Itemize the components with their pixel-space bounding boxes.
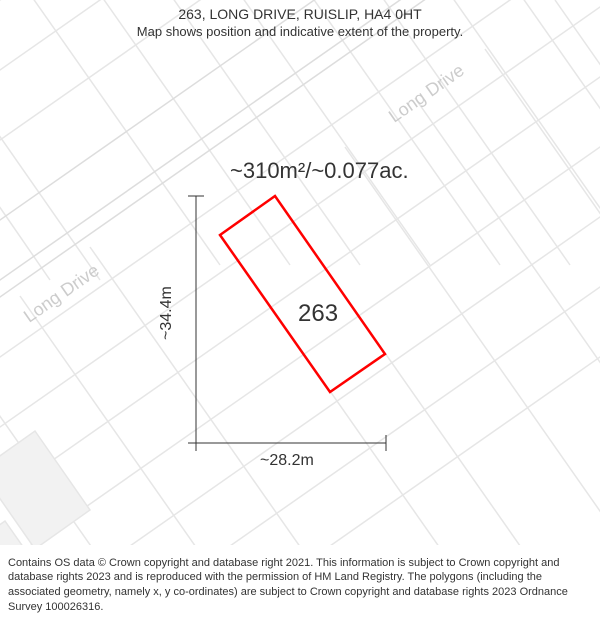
area-label: ~310m²/~0.077ac.: [230, 158, 409, 184]
footer-copyright: Contains OS data © Crown copyright and d…: [0, 550, 600, 625]
dimension-horizontal-label: ~28.2m: [260, 452, 314, 470]
page-subtitle: Map shows position and indicative extent…: [10, 24, 590, 39]
house-number-label: 263: [298, 300, 338, 328]
header: 263, LONG DRIVE, RUISLIP, HA4 0HT Map sh…: [0, 0, 600, 41]
map-container: ~310m²/~0.077ac.263~28.2m~34.4mLong Driv…: [0, 0, 600, 545]
dimension-vertical-label: ~34.4m: [158, 286, 176, 340]
page-title: 263, LONG DRIVE, RUISLIP, HA4 0HT: [10, 6, 590, 22]
